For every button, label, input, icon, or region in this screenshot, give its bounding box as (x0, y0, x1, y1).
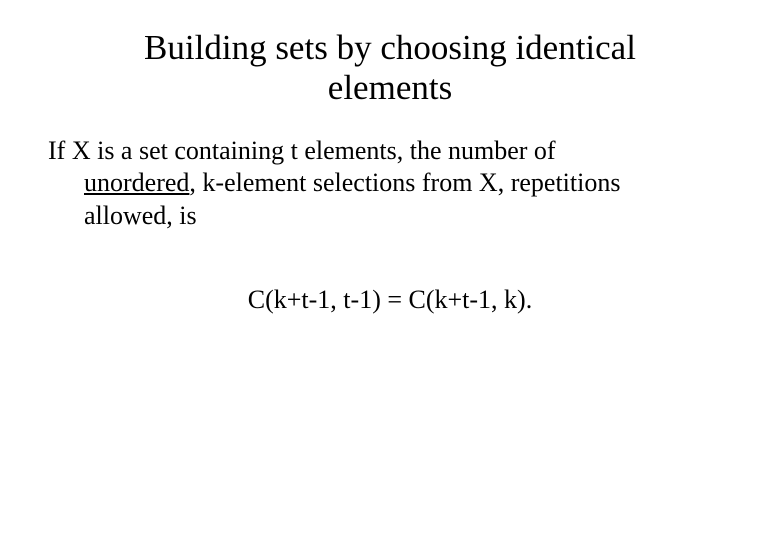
title-line-2: elements (328, 68, 452, 107)
formula: C(k+t-1, t-1) = C(k+t-1, k). (48, 232, 732, 317)
title-line-1: Building sets by choosing identical (144, 28, 636, 67)
body-line-3: allowed, is (48, 200, 732, 233)
slide-title: Building sets by choosing identical elem… (0, 0, 780, 109)
body-after-unordered: , k-element selections from X, repetitio… (189, 168, 620, 197)
body-line-1: If X is a set containing t elements, the… (48, 135, 732, 168)
underline-unordered: unordered (84, 168, 189, 197)
slide-body: If X is a set containing t elements, the… (0, 109, 780, 317)
body-line-2: unordered, k-element selections from X, … (48, 167, 732, 200)
slide: Building sets by choosing identical elem… (0, 0, 780, 540)
